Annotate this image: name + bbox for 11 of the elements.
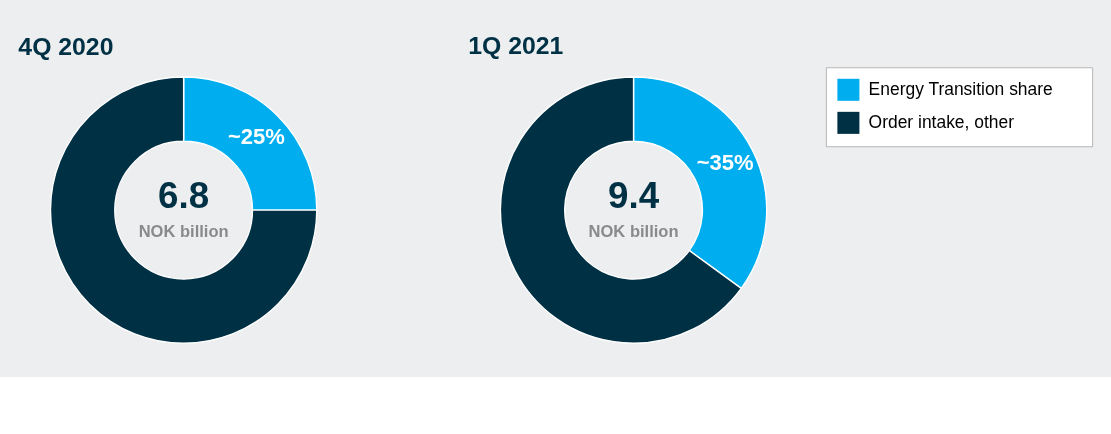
data-label: ~25% (227, 123, 285, 149)
donut-slice (49, 76, 318, 344)
text: 9.4 (608, 175, 660, 217)
legend-label: Energy Transition share (868, 79, 1053, 100)
chart-title: 4Q 2020 (18, 32, 114, 60)
data-label: ~35% (696, 149, 754, 175)
text: NOK billion (588, 221, 679, 241)
chart-title: 1Q 2021 (468, 32, 564, 60)
text: 6.8 (158, 175, 210, 217)
text: NOK billion (138, 221, 229, 241)
legend-label: Order intake, other (868, 112, 1015, 133)
